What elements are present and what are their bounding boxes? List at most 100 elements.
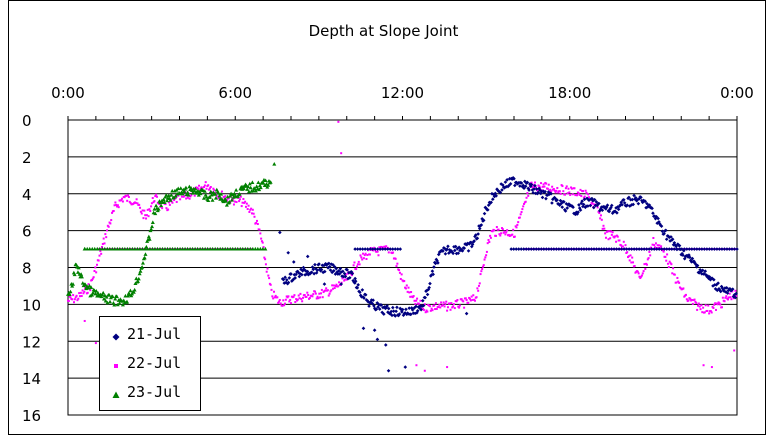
point-22-jul [489,234,492,237]
point-22-jul [332,284,335,287]
point-22-jul [135,198,138,201]
point-22-jul [639,277,642,280]
point-23-jul [107,293,112,297]
point-23-jul [210,246,215,251]
point-22-jul [597,210,600,213]
y-tick-label: 12 [22,333,41,351]
point-22-jul [469,299,472,302]
point-22-jul [704,304,707,307]
point-22-jul [106,229,109,232]
point-21-jul [558,198,563,203]
point-22-jul [352,264,355,267]
point-22-jul [497,228,500,231]
point-23-jul [228,194,233,198]
point-21-jul [425,292,430,297]
point-21-jul [310,265,315,269]
point-22-jul [679,287,682,290]
point-22-jul [732,297,735,300]
point-22-jul [100,252,103,255]
point-21-jul [327,264,332,269]
point-22-jul [723,300,726,303]
point-22-jul [682,287,685,290]
point-22-jul [244,205,247,208]
point-21-jul [524,247,529,251]
point-23-jul [240,246,245,251]
legend-item-22-jul: 22-Jul [100,353,200,375]
point-21-jul [293,276,297,280]
point-23-jul [169,193,174,197]
x-tick-label: 0:00 [720,84,754,102]
point-23-jul [193,186,198,191]
point-21-jul [341,269,345,274]
point-21-jul [567,247,571,251]
point-21-jul [396,313,401,318]
point-21-jul [284,280,288,285]
point-22-jul [696,308,699,311]
point-21-jul [370,247,375,251]
point-23-jul [115,246,120,251]
point-21-jul [630,197,635,202]
point-21-jul [447,251,451,255]
point-22-jul [250,207,253,210]
point-21-jul [372,304,376,308]
point-22-jul [104,233,107,236]
point-22-jul [532,183,535,186]
point-22-jul [640,275,643,278]
point-21-jul [503,180,508,184]
point-22-jul [406,290,409,293]
point-22-jul [201,187,204,190]
point-21-jul [423,295,427,300]
point-21-jul [637,247,641,251]
point-22-jul [127,194,130,197]
point-22-jul [591,202,594,205]
point-23-jul [213,246,218,251]
point-22-jul [500,227,503,230]
point-21-jul [317,262,321,266]
point-22-jul [161,207,164,210]
point-21-jul [315,268,320,273]
point-22-jul [107,225,110,228]
point-22-jul [701,311,704,314]
point-22-jul [498,233,501,236]
point-22-jul [396,262,399,265]
point-23-jul [164,193,169,197]
point-23-jul [110,246,115,251]
point-22-jul [111,211,114,214]
point-21-jul [363,247,367,251]
point-21-jul [386,368,391,373]
point-21-jul [537,247,541,251]
point-22-jul [568,191,571,194]
point-22-jul [246,208,249,211]
point-22-jul [398,271,401,274]
point-21-jul [519,181,524,185]
point-22-jul [243,201,246,204]
point-22-jul [321,296,324,299]
point-23-jul [178,186,183,190]
point-21-jul [294,272,298,277]
point-22-jul [103,242,106,245]
point-22-jul [521,208,524,211]
point-22-jul [429,309,432,312]
point-23-jul [198,246,203,251]
point-22-jul [126,199,129,202]
point-22-jul [426,310,429,313]
point-22-jul [316,295,319,298]
point-23-jul [205,246,210,251]
point-21-jul [599,205,604,209]
point-22-jul [299,292,302,295]
point-22-jul [493,229,496,232]
x-tick-label: 6:00 [218,84,252,102]
point-21-jul [577,247,581,251]
point-22-jul [199,187,202,190]
point-22-jul [324,289,327,292]
point-22-jul [507,233,510,236]
point-22-jul [193,194,196,197]
point-22-jul [450,302,453,305]
point-21-jul [711,284,715,288]
point-22-jul [362,257,365,260]
point-22-jul [557,191,560,194]
point-21-jul [534,187,539,191]
point-21-jul [614,247,619,251]
point-21-jul [353,279,358,284]
point-21-jul [365,247,370,251]
